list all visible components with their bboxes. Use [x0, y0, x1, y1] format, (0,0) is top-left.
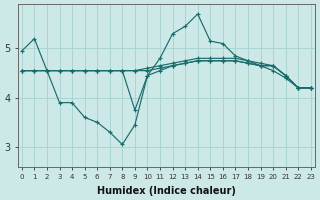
X-axis label: Humidex (Indice chaleur): Humidex (Indice chaleur): [97, 186, 236, 196]
